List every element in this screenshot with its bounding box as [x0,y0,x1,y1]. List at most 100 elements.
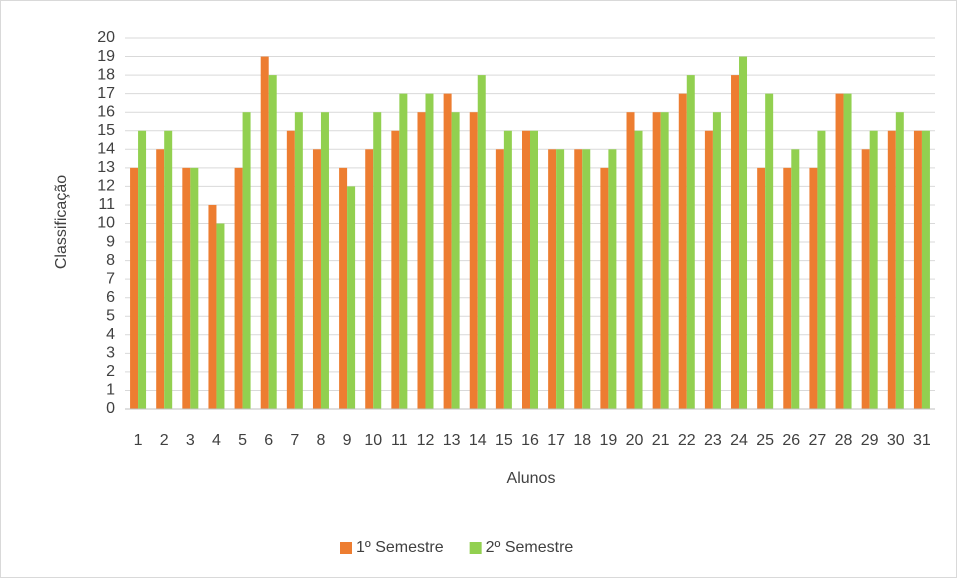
y-tick-label: 11 [98,196,115,213]
y-axis-label: Classificação [53,175,70,269]
y-tick-label: 15 [97,122,115,139]
bar [495,149,504,410]
x-tick-label: 19 [599,432,617,449]
y-tick-label: 4 [106,326,115,343]
x-tick-label: 14 [469,432,487,449]
bar [765,93,774,410]
x-tick-label: 18 [573,432,591,449]
x-tick-label: 17 [547,432,565,449]
bar [634,130,643,409]
y-tick-label: 8 [106,252,115,269]
x-tick-label: 20 [626,432,644,449]
bar [791,149,800,410]
y-tick-label: 6 [106,289,115,306]
bar [216,223,225,409]
x-tick-label: 11 [391,432,408,449]
bar [817,130,826,409]
legend-label: 1º Semestre [356,539,444,556]
bar [268,75,277,409]
bar [443,93,452,410]
x-tick-label: 26 [782,432,800,449]
bar [130,167,139,409]
x-tick-label: 29 [861,432,879,449]
y-tick-label: 13 [97,159,115,176]
y-tick-label: 17 [97,85,115,102]
x-tick-label: 25 [756,432,774,449]
bar [399,93,408,410]
bar [835,93,844,410]
x-tick-label: 5 [238,432,247,449]
bar [391,130,400,409]
x-tick-label: 4 [212,432,221,449]
bar [312,149,321,410]
bar [477,75,486,409]
bar [182,167,191,409]
bar [626,112,635,409]
bar [190,167,199,409]
bar [869,130,878,409]
y-tick-label: 1 [106,382,115,399]
x-tick-label: 30 [887,432,905,449]
bar [757,167,766,409]
bar [608,149,617,410]
y-tick-label: 18 [97,66,115,83]
bar [234,167,243,409]
x-tick-label: 16 [521,432,539,449]
bar [503,130,512,409]
x-tick-label: 28 [835,432,853,449]
bar [574,149,583,410]
y-tick-label: 2 [106,363,115,380]
bar [365,149,374,410]
bar [260,56,269,410]
bar [339,167,348,409]
legend-swatch [469,542,482,554]
bar [522,130,530,409]
y-tick-label: 7 [106,270,115,287]
bar [712,112,721,409]
x-tick-label: 9 [343,432,352,449]
bar [739,56,748,410]
bar [556,149,565,410]
x-tick-label: 22 [678,432,696,449]
y-tick-label: 20 [97,29,115,46]
bar [678,93,687,410]
bar [242,112,251,409]
bar [809,167,818,409]
bar [451,112,460,409]
x-tick-label: 12 [417,432,435,449]
y-tick-label: 12 [97,178,115,195]
bar [887,130,896,409]
x-tick-label: 6 [264,432,273,449]
bar [469,112,478,409]
x-tick-label: 31 [913,432,931,449]
bar [731,75,740,409]
x-tick-label: 10 [364,432,382,449]
bar [373,112,382,409]
legend-label: 2º Semestre [486,539,574,556]
y-tick-label: 5 [106,307,115,324]
bar [156,149,165,410]
x-tick-label: 2 [160,432,169,449]
bar [582,149,591,410]
bar [417,112,426,409]
bar [548,149,557,410]
x-tick-label: 15 [495,432,513,449]
y-tick-label: 3 [106,345,115,362]
bar [895,112,904,409]
y-tick-label: 9 [106,233,115,250]
bar [294,112,303,409]
bar [861,149,870,410]
x-tick-label: 1 [134,432,143,449]
bar [686,75,695,409]
x-tick-label: 24 [730,432,748,449]
bar [660,112,669,409]
x-axis-label: Alunos [507,470,556,487]
x-tick-label: 27 [809,432,827,449]
bar [425,93,434,410]
y-tick-label: 0 [106,400,115,417]
bar [208,204,217,409]
bar [286,130,295,409]
bar [320,112,329,409]
bar [600,167,609,409]
legend-swatch [340,542,352,554]
